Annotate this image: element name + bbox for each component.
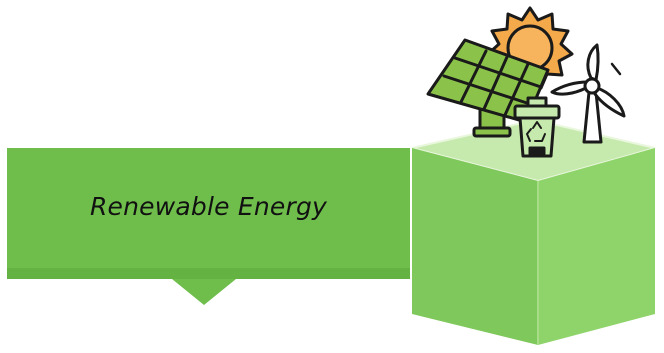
cube-front-face [412, 148, 538, 345]
banner-bottom-shade [7, 268, 410, 279]
banner-pointer [172, 279, 236, 305]
solar-panel-icon [426, 38, 550, 124]
wind-turbine-icon [550, 43, 626, 144]
banner-background [7, 148, 410, 279]
banner-label: Renewable Energy [89, 191, 328, 221]
banner-box [7, 148, 410, 305]
recycle-bin-icon [513, 96, 561, 158]
cube-side-face [538, 148, 655, 345]
renewable-illustration [426, 6, 626, 158]
